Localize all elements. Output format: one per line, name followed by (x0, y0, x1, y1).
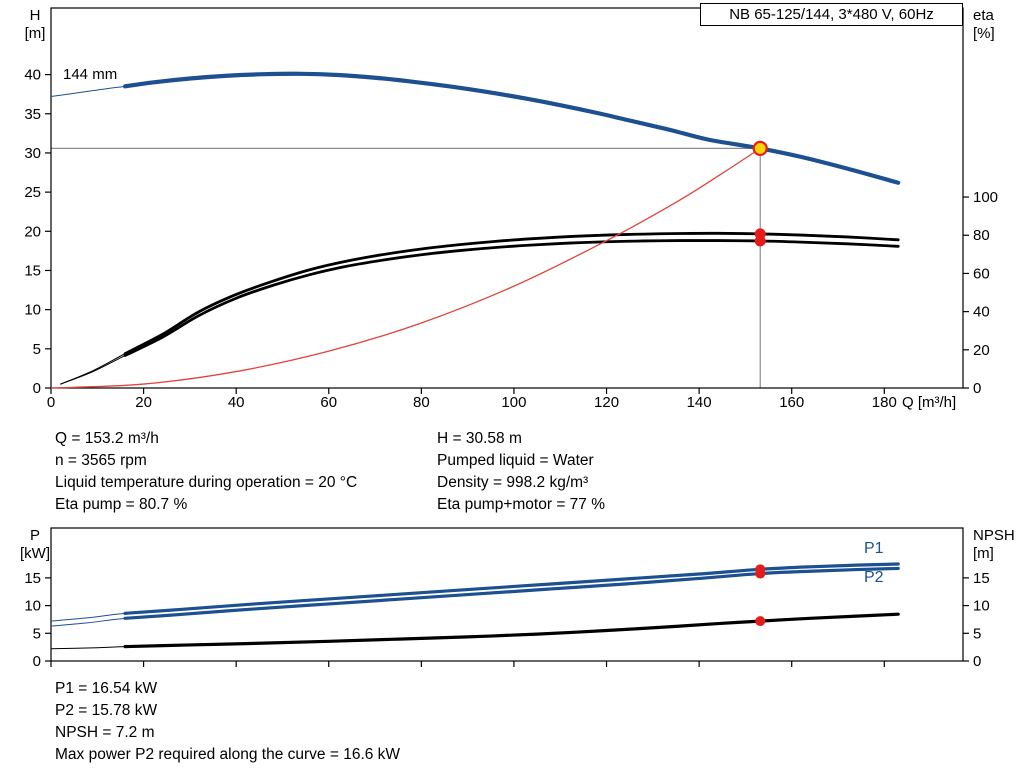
y-axis-unit: [m] (25, 25, 46, 42)
x-axis-tick-label: 160 (779, 394, 804, 411)
x-axis-tick-label: 180 (872, 394, 897, 411)
y2-axis-tick-label: 80 (973, 227, 990, 244)
y2-axis-title: eta (973, 7, 995, 24)
y2-axis-tick-label: 20 (973, 342, 990, 359)
y-axis-tick-label: 0 (33, 380, 41, 397)
y2-axis-tick-label: 5 (973, 625, 981, 642)
p2-duty-marker (755, 568, 766, 579)
y-axis-tick-label: 15 (24, 262, 41, 279)
y-axis-unit: [kW] (20, 545, 50, 562)
duty-info-right: H = 30.58 m Pumped liquid = Water Densit… (437, 428, 605, 516)
y2-axis-tick-label: 40 (973, 304, 990, 321)
npsh-duty-marker (755, 616, 766, 627)
y-axis-tick-label: 25 (24, 184, 41, 201)
info-line-max-power: Max power P2 required along the curve = … (55, 746, 401, 763)
y2-axis-unit: [m] (973, 545, 994, 562)
y-axis-tick-label: 40 (24, 67, 41, 84)
y-axis-tick-label: 5 (33, 625, 41, 642)
info-line-temperature: Liquid temperature during operation = 20… (55, 474, 358, 491)
qh-eta-chart: 0 5 10 15 20 25 30 35 40 0 20 40 60 80 100 0 20 40 60 80 100… (24, 7, 998, 411)
info-line-density: Density = 998.2 kg/m³ (437, 474, 589, 491)
y-axis-title: P (30, 527, 40, 544)
x-axis-title: Q [m³/h] (902, 394, 956, 411)
eta-pump-motor-curve (60, 239, 900, 385)
power-npsh-chart-border (50, 527, 964, 662)
x-axis-tick-label: 140 (687, 394, 712, 411)
system-curve (50, 147, 761, 389)
y-axis-tick-label: 10 (24, 302, 41, 319)
qh-eta-chart-axes: 0 5 10 15 20 25 30 35 40 0 20 40 60 80 100 0 20 40 60 80 100… (24, 7, 998, 411)
y2-axis-tick-label: 60 (973, 265, 990, 282)
y2-axis-title: NPSH (973, 527, 1015, 544)
y-axis-tick-label: 15 (24, 570, 41, 587)
impeller-diameter-label: 144 mm (63, 66, 117, 83)
x-axis-tick-label: 20 (135, 394, 152, 411)
duty-point-marker (752, 140, 768, 157)
info-line-eta-pump-motor: Eta pump+motor = 77 % (437, 496, 606, 513)
info-line-speed: n = 3565 rpm (55, 452, 147, 469)
p1-curve-label: P1 (864, 540, 884, 557)
y2-axis-tick-label: 0 (973, 380, 981, 397)
y-axis-tick-label: 20 (24, 223, 41, 240)
eta-pump-motor-duty-marker (754, 235, 766, 247)
info-line-eta-pump: Eta pump = 80.7 % (55, 496, 188, 513)
eta-pump-curve (60, 231, 900, 385)
y2-axis-tick-label: 0 (973, 653, 981, 670)
x-axis-tick-label: 120 (594, 394, 619, 411)
y2-axis-tick-label: 10 (973, 598, 990, 615)
x-axis-tick-label: 100 (501, 394, 526, 411)
y2-axis-unit: [%] (973, 25, 995, 42)
info-line-liquid: Pumped liquid = Water (437, 452, 594, 469)
power-npsh-chart-axes: 0 5 10 15 0 5 10 15 P[kW] NPSH[m] (20, 527, 1015, 670)
head-curve-144mm (50, 71, 901, 185)
info-line-p1: P1 = 16.54 kW (55, 680, 158, 697)
duty-info-left: Q = 153.2 m³/h n = 3565 rpm Liquid tempe… (55, 428, 357, 516)
info-line-p2: P2 = 15.78 kW (55, 702, 158, 719)
x-axis-tick-label: 60 (320, 394, 337, 411)
qh-eta-chart-border (50, 7, 964, 389)
x-axis-tick-label: 80 (413, 394, 430, 411)
y-axis-tick-label: 30 (24, 145, 41, 162)
power-info: P1 = 16.54 kW P2 = 15.78 kW NPSH = 7.2 m… (55, 678, 400, 766)
y-axis-title: H (30, 7, 41, 24)
y2-axis-tick-label: 100 (973, 189, 998, 206)
x-axis-tick-label: 40 (228, 394, 245, 411)
y-axis-tick-label: 5 (33, 341, 41, 358)
y2-axis-tick-label: 15 (973, 570, 990, 587)
y-axis-tick-label: 35 (24, 106, 41, 123)
info-line-npsh: NPSH = 7.2 m (55, 724, 155, 741)
p2-curve-label: P2 (864, 569, 884, 586)
p2-curve (50, 566, 900, 627)
p1-curve (50, 562, 900, 622)
pump-model-title: NB 65-125/144, 3*480 V, 60Hz (700, 3, 963, 26)
power-npsh-chart: 0 5 10 15 0 5 10 15 P[kW] NPSH[m] P1 P2 (20, 527, 1015, 670)
x-axis-tick-label: 0 (47, 394, 55, 411)
y-axis-tick-label: 0 (33, 653, 41, 670)
info-line-head: H = 30.58 m (437, 430, 522, 447)
y-axis-tick-label: 10 (24, 598, 41, 615)
npsh-curve (50, 612, 900, 650)
info-line-q: Q = 153.2 m³/h (55, 430, 159, 447)
